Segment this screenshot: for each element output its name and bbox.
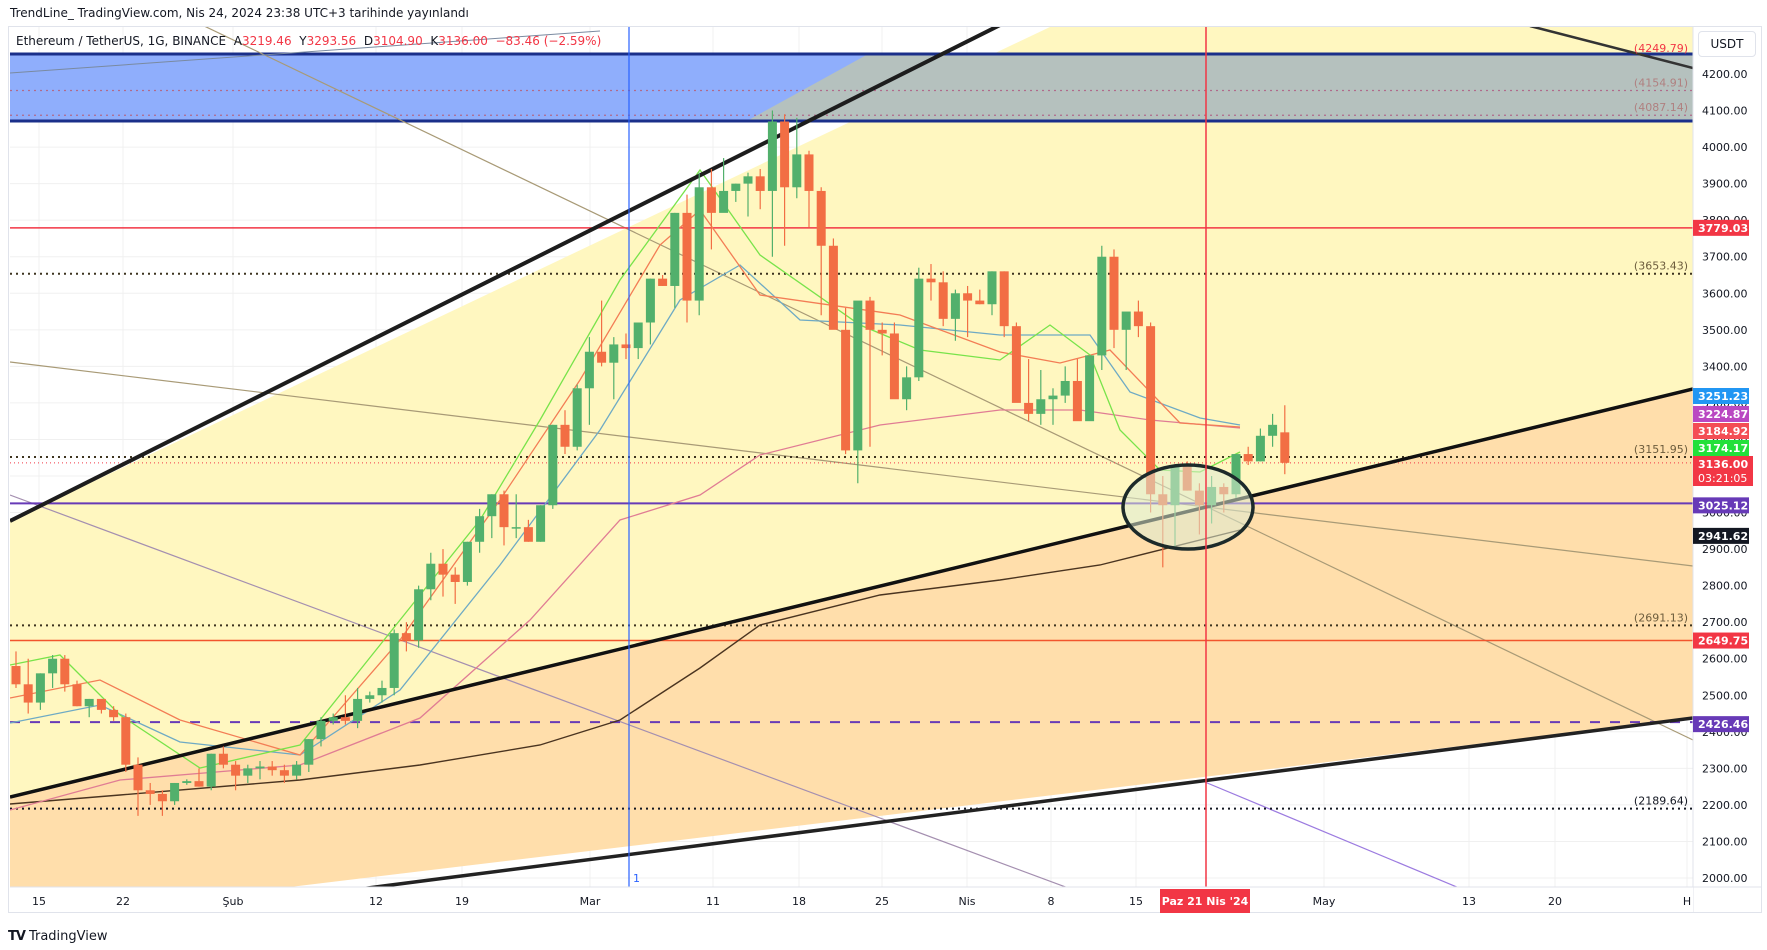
svg-text:3224.87: 3224.87 bbox=[1698, 408, 1748, 421]
svg-text:May: May bbox=[1313, 895, 1336, 908]
logo-text: TradingView bbox=[28, 929, 108, 944]
close-value: 3136.00 bbox=[438, 34, 488, 48]
svg-text:Şub: Şub bbox=[223, 895, 244, 908]
svg-text:15: 15 bbox=[32, 895, 46, 908]
svg-text:8: 8 bbox=[1048, 895, 1055, 908]
svg-text:2426.46: 2426.46 bbox=[1698, 718, 1748, 731]
svg-text:19: 19 bbox=[455, 895, 469, 908]
svg-text:2200.00: 2200.00 bbox=[1702, 799, 1748, 812]
svg-text:3700.00: 3700.00 bbox=[1702, 251, 1748, 264]
svg-text:18: 18 bbox=[792, 895, 806, 908]
svg-text:2100.00: 2100.00 bbox=[1702, 835, 1748, 848]
svg-text:2900.00: 2900.00 bbox=[1702, 543, 1748, 556]
svg-text:25: 25 bbox=[875, 895, 889, 908]
svg-text:3184.92: 3184.92 bbox=[1698, 425, 1748, 438]
svg-text:2941.62: 2941.62 bbox=[1698, 530, 1748, 543]
svg-text:2800.00: 2800.00 bbox=[1702, 580, 1748, 593]
svg-text:3500.00: 3500.00 bbox=[1702, 324, 1748, 337]
svg-text:3600.00: 3600.00 bbox=[1702, 287, 1748, 300]
high-value: 3293.56 bbox=[306, 34, 357, 48]
svg-text:(4087.14): (4087.14) bbox=[1634, 101, 1688, 114]
svg-text:2700.00: 2700.00 bbox=[1702, 616, 1748, 629]
svg-text:Paz 21 Nis '24: Paz 21 Nis '24 bbox=[1162, 895, 1249, 908]
svg-text:(2691.13): (2691.13) bbox=[1634, 611, 1688, 624]
svg-text:4200.00: 4200.00 bbox=[1702, 68, 1748, 81]
svg-text:(3653.43): (3653.43) bbox=[1634, 260, 1688, 273]
svg-text:(4154.91): (4154.91) bbox=[1634, 76, 1688, 89]
open-value: 3219.46 bbox=[241, 34, 292, 48]
symbol-name[interactable]: Ethereum / TetherUS, 1G, BINANCE bbox=[16, 34, 227, 48]
svg-text:3400.00: 3400.00 bbox=[1702, 360, 1748, 373]
svg-text:22: 22 bbox=[116, 895, 130, 908]
chart-frame bbox=[8, 26, 1762, 913]
svg-text:15: 15 bbox=[1129, 895, 1143, 908]
svg-text:3174.17: 3174.17 bbox=[1698, 442, 1748, 455]
svg-text:2000.00: 2000.00 bbox=[1702, 872, 1748, 885]
svg-text:H: H bbox=[1683, 895, 1691, 908]
svg-text:1: 1 bbox=[633, 872, 640, 885]
svg-text:(2189.64): (2189.64) bbox=[1634, 795, 1688, 808]
svg-text:3251.23: 3251.23 bbox=[1698, 390, 1748, 403]
publish-info: TrendLine_ TradingView.com, Nis 24, 2024… bbox=[10, 6, 469, 20]
low-value: 3104.90 bbox=[373, 34, 423, 48]
tv-logo-icon: TV bbox=[8, 929, 26, 944]
svg-text:3779.03: 3779.03 bbox=[1698, 222, 1748, 235]
svg-text:Mar: Mar bbox=[580, 895, 601, 908]
svg-text:Nis: Nis bbox=[958, 895, 975, 908]
svg-text:11: 11 bbox=[706, 895, 720, 908]
svg-text:2500.00: 2500.00 bbox=[1702, 689, 1748, 702]
svg-text:3025.12: 3025.12 bbox=[1698, 499, 1748, 512]
svg-text:12: 12 bbox=[369, 895, 383, 908]
svg-text:4000.00: 4000.00 bbox=[1702, 141, 1748, 154]
svg-text:03:21:05: 03:21:05 bbox=[1698, 472, 1747, 485]
tradingview-logo[interactable]: TV TradingView bbox=[8, 929, 107, 944]
svg-text:2600.00: 2600.00 bbox=[1702, 653, 1748, 666]
svg-text:2300.00: 2300.00 bbox=[1702, 762, 1748, 775]
svg-text:(3151.95): (3151.95) bbox=[1634, 443, 1688, 456]
svg-text:13: 13 bbox=[1462, 895, 1476, 908]
change-value: −83.46 (−2.59%) bbox=[495, 34, 602, 48]
svg-text:3900.00: 3900.00 bbox=[1702, 178, 1748, 191]
symbol-legend: Ethereum / TetherUS, 1G, BINANCE A3219.4… bbox=[16, 34, 602, 48]
svg-text:4100.00: 4100.00 bbox=[1702, 105, 1748, 118]
svg-text:3136.00: 3136.00 bbox=[1698, 458, 1748, 471]
svg-text:2649.75: 2649.75 bbox=[1698, 635, 1748, 648]
currency-button[interactable]: USDT bbox=[1698, 31, 1756, 57]
svg-text:20: 20 bbox=[1548, 895, 1562, 908]
svg-text:(4249.79): (4249.79) bbox=[1634, 42, 1688, 55]
